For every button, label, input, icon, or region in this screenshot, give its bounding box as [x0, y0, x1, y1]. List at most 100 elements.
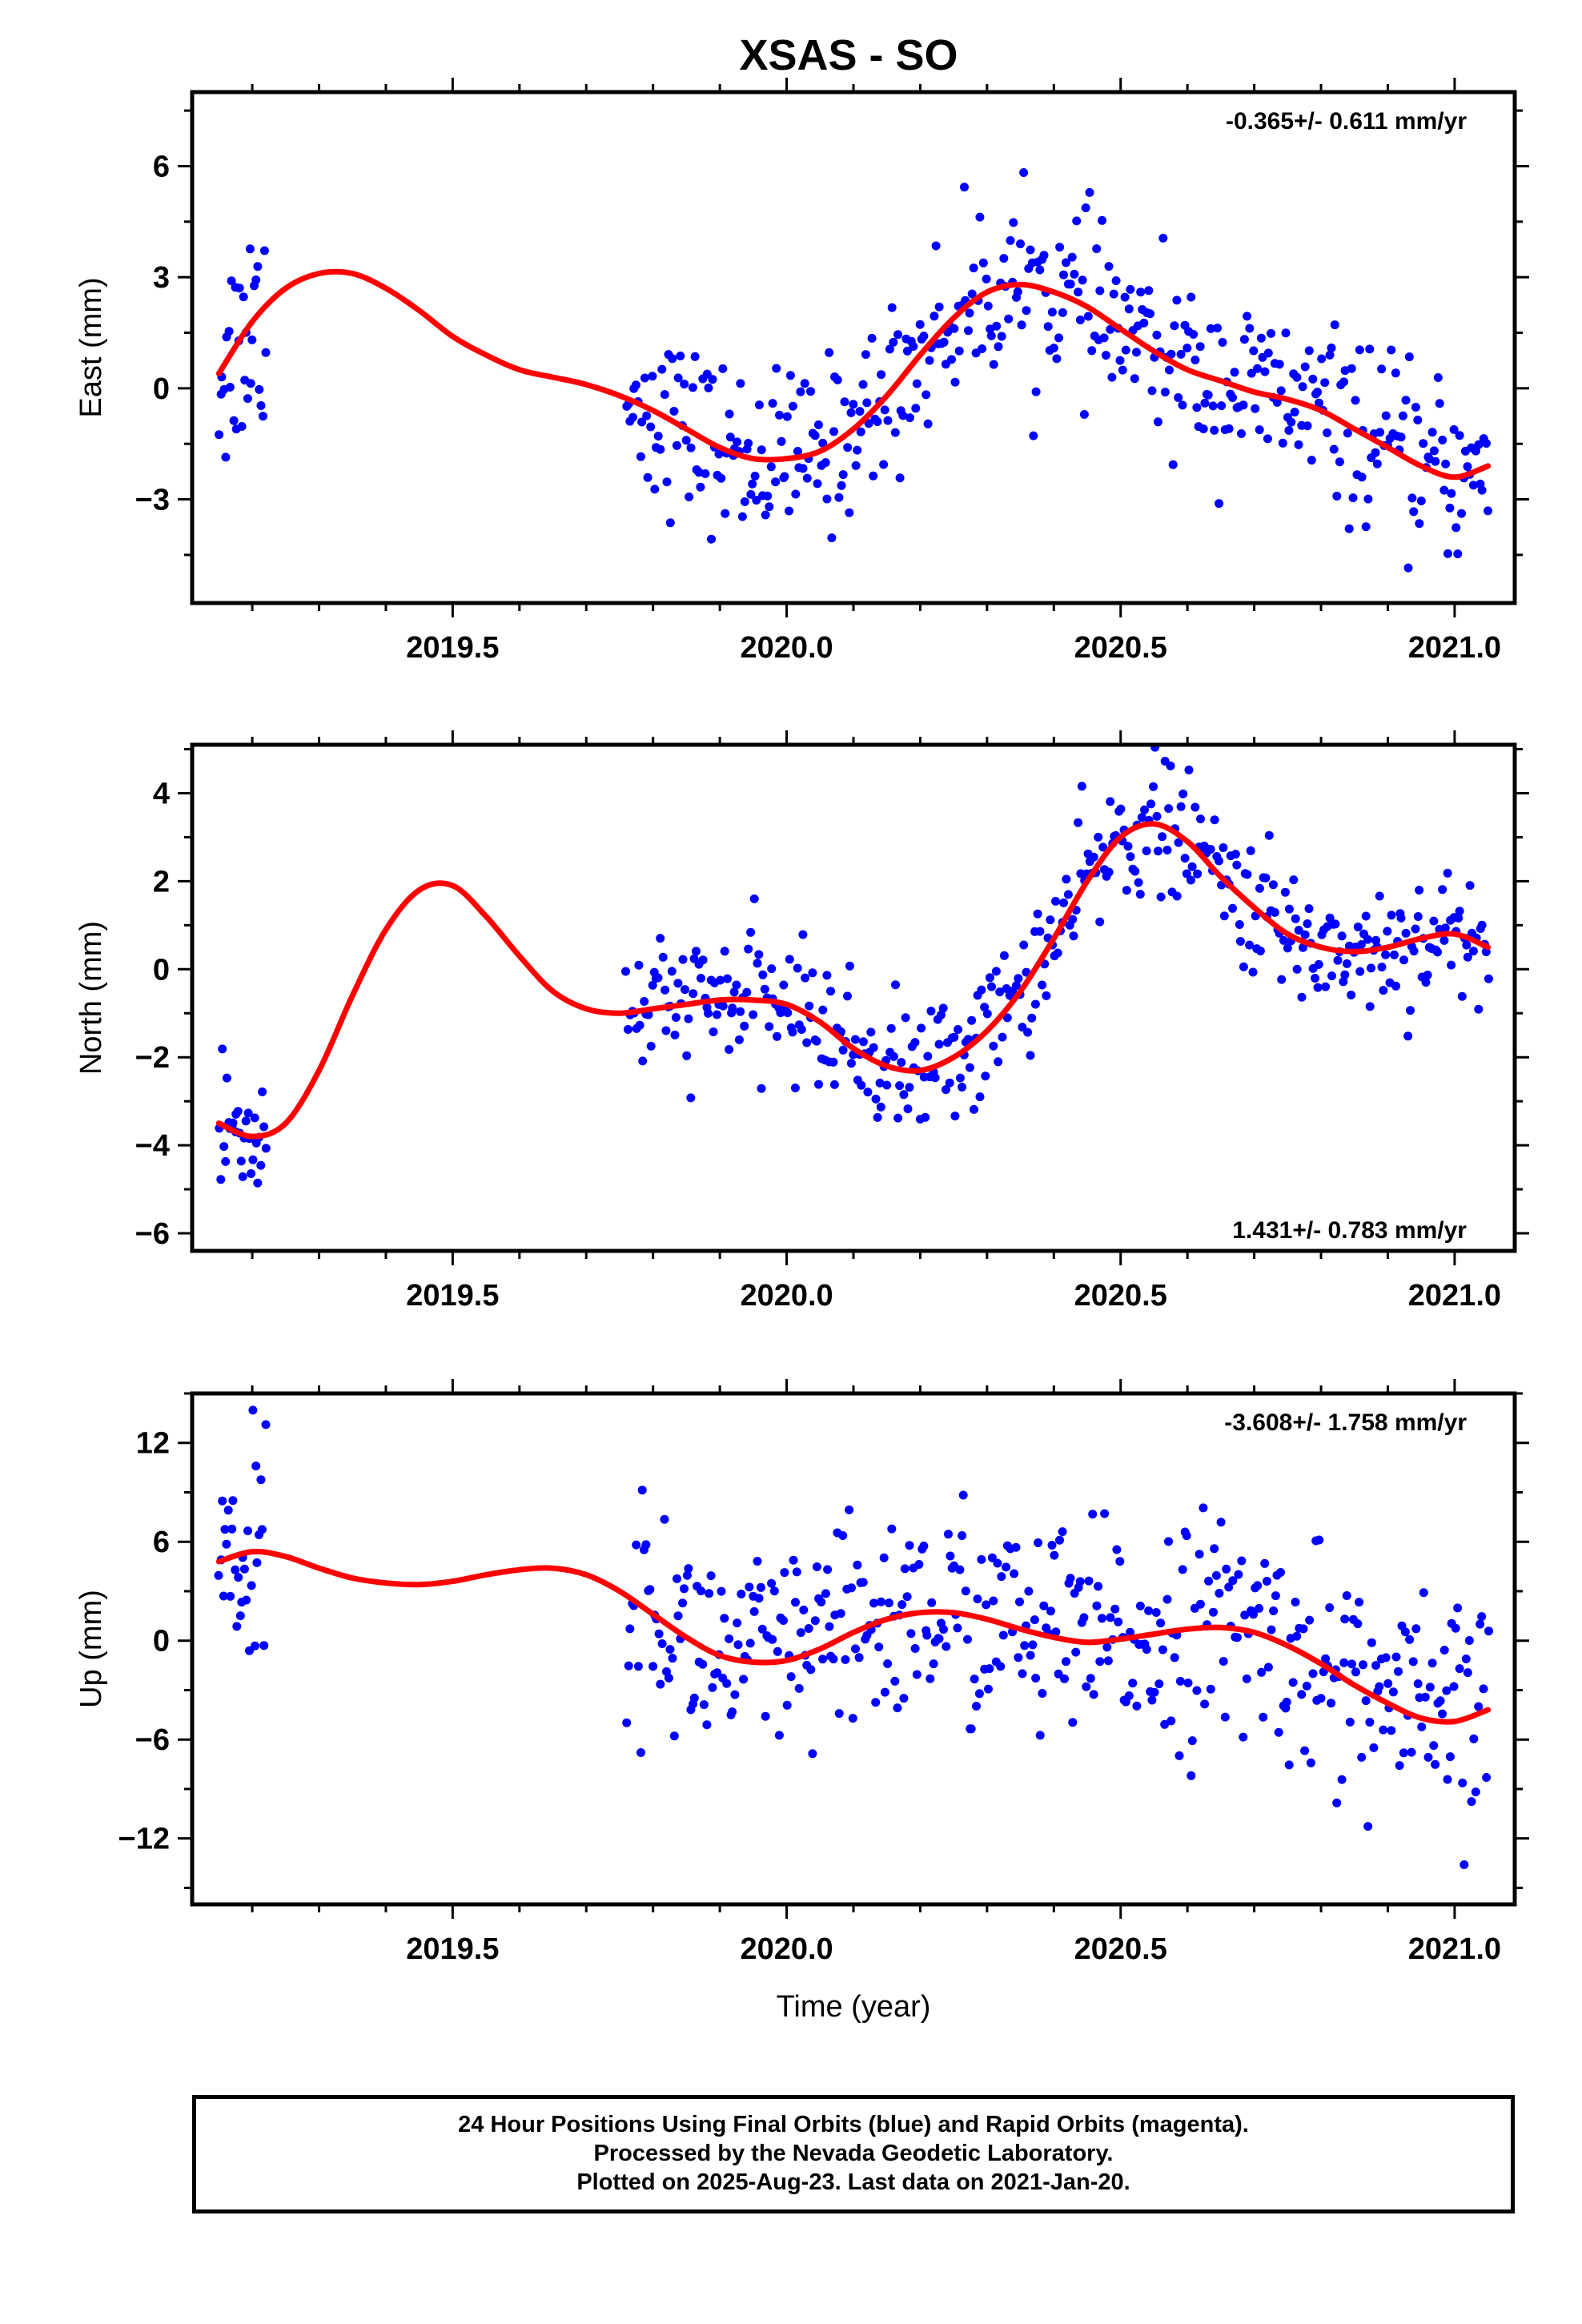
east-data-point: [1101, 351, 1110, 360]
up-data-point: [1391, 1652, 1401, 1662]
east-data-point: [855, 407, 865, 416]
up-data-point: [1249, 1610, 1258, 1619]
up-data-point: [665, 1645, 675, 1655]
north-data-point: [893, 1113, 903, 1123]
east-data-point: [721, 509, 730, 518]
north-data-point: [1284, 904, 1294, 914]
up-data-point: [1417, 1722, 1427, 1731]
north-data-point: [1063, 890, 1073, 899]
east-data-point: [1075, 316, 1085, 324]
north-data-point: [689, 989, 698, 999]
up-data-point: [219, 1591, 228, 1601]
up-data-point: [1458, 1778, 1468, 1787]
east-data-point: [1330, 320, 1339, 330]
up-data-point: [1442, 1686, 1452, 1695]
north-data-point: [1182, 869, 1191, 879]
up-data-point: [749, 1606, 759, 1616]
east-y-tick-label: 0: [153, 372, 170, 406]
up-data-point: [1445, 1752, 1455, 1762]
east-data-point: [1124, 304, 1134, 314]
east-data-point: [1154, 417, 1162, 427]
up-data-point: [1132, 1701, 1142, 1711]
up-data-point: [1046, 1606, 1055, 1616]
up-data-point: [1443, 1775, 1452, 1784]
north-data-point: [640, 997, 649, 1006]
east-data-point: [1126, 284, 1135, 294]
north-data-point: [926, 1007, 936, 1015]
east-frame: [190, 90, 1517, 605]
east-data-point: [864, 419, 873, 428]
up-data-point: [1160, 1719, 1170, 1729]
north-y-tick-label: −2: [135, 1041, 170, 1075]
north-data-point: [749, 894, 759, 903]
up-data-point: [987, 1553, 997, 1562]
north-data-point: [1215, 856, 1223, 866]
north-data-point: [1379, 986, 1388, 995]
east-data-point: [919, 332, 929, 341]
north-data-point: [767, 964, 777, 974]
north-data-point: [1206, 845, 1215, 854]
east-data-point: [909, 342, 918, 352]
up-data-point: [1164, 1537, 1173, 1546]
up-data-point: [1419, 1588, 1428, 1598]
up-data-point: [789, 1555, 798, 1565]
north-data-point: [1255, 883, 1264, 893]
east-data-point: [646, 422, 656, 432]
north-data-point: [709, 1027, 718, 1036]
east-data-point: [791, 489, 801, 499]
east-data-point: [1029, 431, 1038, 440]
east-data-point: [640, 373, 649, 383]
east-data-point: [777, 436, 786, 446]
north-data-point: [845, 961, 854, 971]
north-data-point: [1186, 875, 1195, 885]
up-data-point: [893, 1703, 902, 1713]
north-frame: [190, 742, 1517, 1253]
east-data-point: [1443, 549, 1452, 558]
up-data-point: [1482, 1773, 1492, 1782]
up-data-point: [1420, 1692, 1430, 1702]
east-data-point: [757, 445, 766, 455]
north-data-point: [216, 1175, 226, 1184]
up-data-point: [848, 1714, 857, 1723]
north-data-point: [1468, 947, 1478, 956]
north-y-tick-label: −6: [135, 1217, 170, 1251]
up-data-point: [657, 1639, 667, 1648]
up-data-point: [222, 1539, 231, 1549]
north-data-point: [1130, 866, 1140, 876]
north-data-point: [648, 980, 657, 990]
east-data-point: [1182, 344, 1192, 353]
east-data-point: [934, 302, 944, 312]
north-data-point: [899, 1090, 909, 1100]
up-data-point: [851, 1644, 860, 1654]
up-data-point: [737, 1590, 746, 1598]
east-data-point: [637, 417, 647, 427]
east-data-point: [885, 344, 894, 354]
east-data-point: [1224, 424, 1234, 433]
east-data-point: [822, 494, 832, 504]
east-data-point: [1016, 239, 1025, 248]
east-data-point: [642, 411, 652, 420]
up-data-point: [958, 1531, 967, 1540]
north-data-point: [256, 1160, 266, 1170]
north-data-point: [653, 973, 663, 983]
up-data-point: [912, 1670, 921, 1679]
up-data-point: [1267, 1625, 1276, 1634]
up-data-point: [944, 1530, 953, 1539]
east-data-point: [1098, 215, 1106, 225]
east-data-point: [1043, 322, 1053, 332]
up-data-point: [1400, 1627, 1410, 1637]
north-data-point: [1371, 935, 1380, 945]
east-data-point: [718, 364, 728, 373]
east-data-point: [1449, 424, 1459, 434]
up-data-point: [1469, 1734, 1479, 1743]
north-data-point: [1152, 811, 1162, 821]
panel-up: 2019.5 2020.0 2020.5 2021.0 −12 −6 0 6 12 Up (mm)…: [74, 1379, 1529, 1966]
north-data-point: [808, 968, 817, 978]
up-data-point: [1084, 1576, 1094, 1586]
north-data-point: [1059, 898, 1068, 907]
east-data-point: [1413, 416, 1423, 424]
north-data-point: [1243, 870, 1252, 879]
north-data-point: [681, 985, 689, 995]
east-data-point: [1441, 459, 1451, 468]
up-data-point: [717, 1586, 726, 1596]
